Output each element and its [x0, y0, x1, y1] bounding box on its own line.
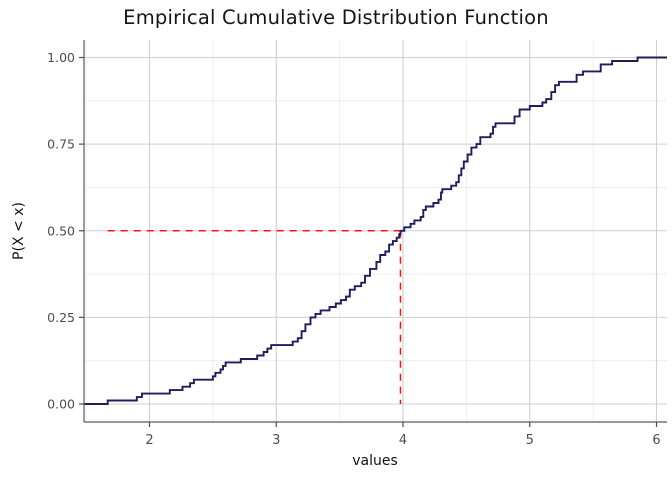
y-tick-label: 0.75: [47, 137, 75, 152]
y-axis-title: P(X < x): [11, 202, 27, 260]
y-tick-label: 0.00: [47, 397, 75, 412]
ecdf-curve: [84, 56, 667, 405]
x-tick-label: 2: [145, 433, 153, 448]
x-tick-label: 5: [526, 433, 534, 448]
x-tick-label: 3: [272, 433, 280, 448]
y-tick-label: 1.00: [47, 50, 75, 65]
x-tick-label: 4: [399, 433, 407, 448]
y-tick-label: 0.25: [47, 310, 75, 325]
x-tick-label: 6: [652, 433, 660, 448]
y-tick-label: 0.50: [47, 223, 75, 238]
x-axis-title: values: [352, 453, 398, 469]
chart-title: Empirical Cumulative Distribution Functi…: [123, 6, 549, 29]
